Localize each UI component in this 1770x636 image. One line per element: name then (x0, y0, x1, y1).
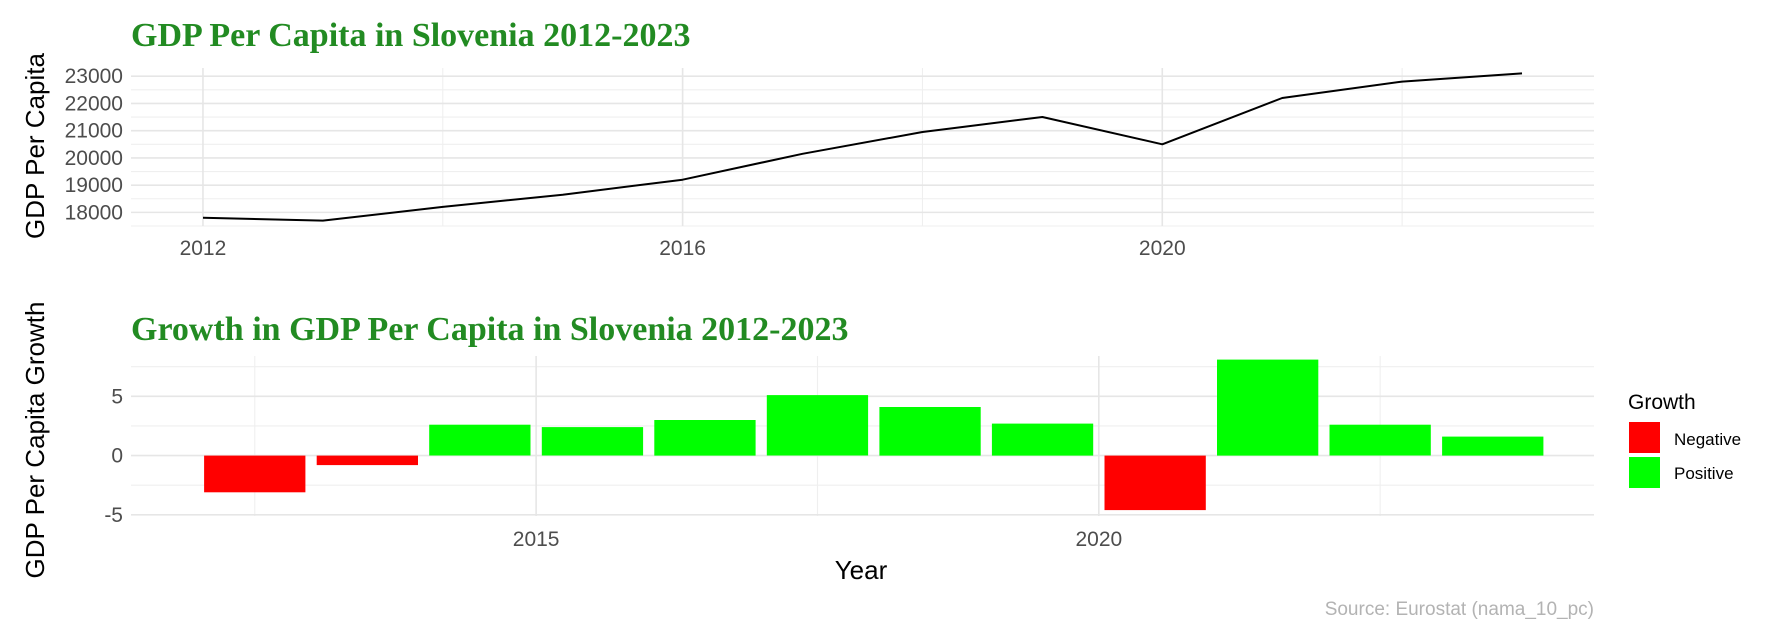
legend-label-positive: Positive (1674, 464, 1734, 483)
line-y-axis-label: GDP Per Capita (20, 52, 50, 238)
line-y-tick-label: 19000 (65, 174, 123, 197)
bar-x-tick-labels: 2015 2020 (513, 528, 1122, 551)
bar-y-tick-labels: -5 0 5 (104, 385, 123, 527)
growth-bars (204, 359, 1544, 511)
legend-title: Growth (1628, 391, 1696, 414)
line-x-tick-label: 2012 (180, 237, 227, 260)
growth-bar-2013 (316, 455, 418, 466)
line-gridlines (131, 68, 1594, 227)
growth-bar-2020 (1104, 455, 1206, 511)
bar-y-axis-label: GDP Per Capita Growth (20, 302, 50, 579)
growth-bar-2015 (541, 427, 644, 456)
line-y-tick-label: 21000 (65, 120, 123, 143)
line-x-tick-label: 2016 (659, 237, 706, 260)
line-y-tick-label: 22000 (65, 92, 123, 115)
gdp-series (202, 72, 1523, 222)
growth-bar-2023 (1442, 436, 1544, 456)
line-y-tick-label: 20000 (65, 147, 123, 170)
legend-label-negative: Negative (1674, 430, 1741, 449)
growth-legend: Growth Negative Positive (1628, 391, 1741, 488)
bar-x-axis-label: Year (835, 555, 888, 585)
growth-bar-2014 (429, 424, 531, 456)
growth-bar-2018 (879, 407, 981, 456)
line-x-tick-label: 2020 (1139, 237, 1186, 260)
growth-bar-2012 (204, 455, 306, 493)
growth-bar-2019 (991, 423, 1094, 456)
gdp-line (202, 72, 1523, 222)
bar-chart-title: Growth in GDP Per Capita in Slovenia 201… (131, 311, 849, 348)
growth-bar-2022 (1329, 424, 1431, 456)
line-y-tick-label: 23000 (65, 65, 123, 88)
growth-bar-2021 (1217, 359, 1319, 456)
line-chart-title: GDP Per Capita in Slovenia 2012-2023 (131, 17, 690, 54)
bar-x-tick-label: 2020 (1075, 528, 1122, 551)
line-y-tick-label: 18000 (65, 201, 123, 224)
gdp-line-panel: GDP Per Capita in Slovenia 2012-2023 180… (20, 17, 1594, 260)
legend-swatch-negative (1629, 422, 1660, 453)
bar-y-tick-label: 0 (111, 445, 123, 468)
growth-bar-2016 (654, 420, 756, 456)
legend-swatch-positive (1629, 457, 1660, 488)
bar-x-tick-label: 2015 (513, 528, 560, 551)
growth-bar-2017 (766, 395, 869, 456)
growth-bar-panel: Growth in GDP Per Capita in Slovenia 201… (20, 302, 1594, 585)
line-x-tick-labels: 2012 2016 2020 (180, 237, 1186, 260)
bar-y-tick-label: 5 (111, 385, 123, 408)
bar-y-tick-label: -5 (104, 504, 123, 527)
source-caption: Source: Eurostat (nama_10_pc) (1325, 599, 1594, 620)
line-y-tick-labels: 18000 19000 20000 21000 22000 23000 (65, 65, 123, 224)
